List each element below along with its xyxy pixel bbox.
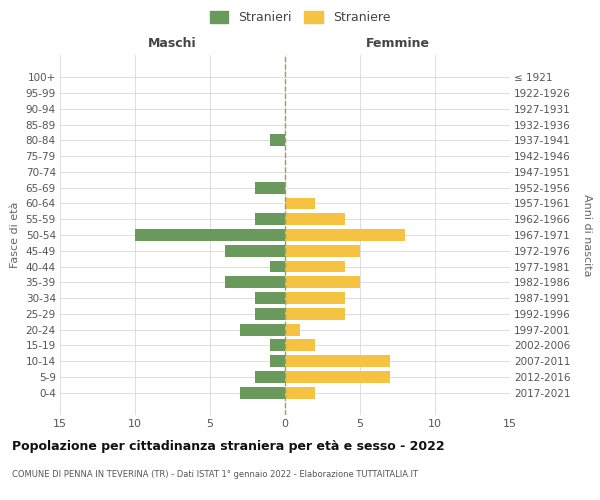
Bar <box>255 371 285 383</box>
Bar <box>285 229 405 241</box>
Bar <box>255 308 285 320</box>
Bar <box>135 229 285 241</box>
Y-axis label: Anni di nascita: Anni di nascita <box>582 194 592 276</box>
Bar <box>285 214 345 225</box>
Bar <box>285 292 345 304</box>
Bar <box>285 387 315 398</box>
Bar <box>285 308 345 320</box>
Bar <box>240 324 285 336</box>
Bar <box>285 340 315 351</box>
Text: Popolazione per cittadinanza straniera per età e sesso - 2022: Popolazione per cittadinanza straniera p… <box>12 440 445 453</box>
Bar <box>285 198 315 209</box>
Bar <box>285 260 345 272</box>
Bar <box>270 340 285 351</box>
Legend: Stranieri, Straniere: Stranieri, Straniere <box>205 6 395 29</box>
Text: Femmine: Femmine <box>365 37 430 50</box>
Bar <box>285 324 300 336</box>
Y-axis label: Fasce di età: Fasce di età <box>10 202 20 268</box>
Bar <box>285 371 390 383</box>
Bar <box>255 182 285 194</box>
Bar <box>225 245 285 256</box>
Bar <box>285 276 360 288</box>
Text: COMUNE DI PENNA IN TEVERINA (TR) - Dati ISTAT 1° gennaio 2022 - Elaborazione TUT: COMUNE DI PENNA IN TEVERINA (TR) - Dati … <box>12 470 418 479</box>
Bar <box>270 134 285 146</box>
Bar <box>225 276 285 288</box>
Bar <box>285 356 390 367</box>
Bar <box>270 356 285 367</box>
Text: Maschi: Maschi <box>148 37 197 50</box>
Bar <box>255 214 285 225</box>
Bar <box>270 260 285 272</box>
Bar <box>255 292 285 304</box>
Bar <box>240 387 285 398</box>
Bar <box>285 245 360 256</box>
